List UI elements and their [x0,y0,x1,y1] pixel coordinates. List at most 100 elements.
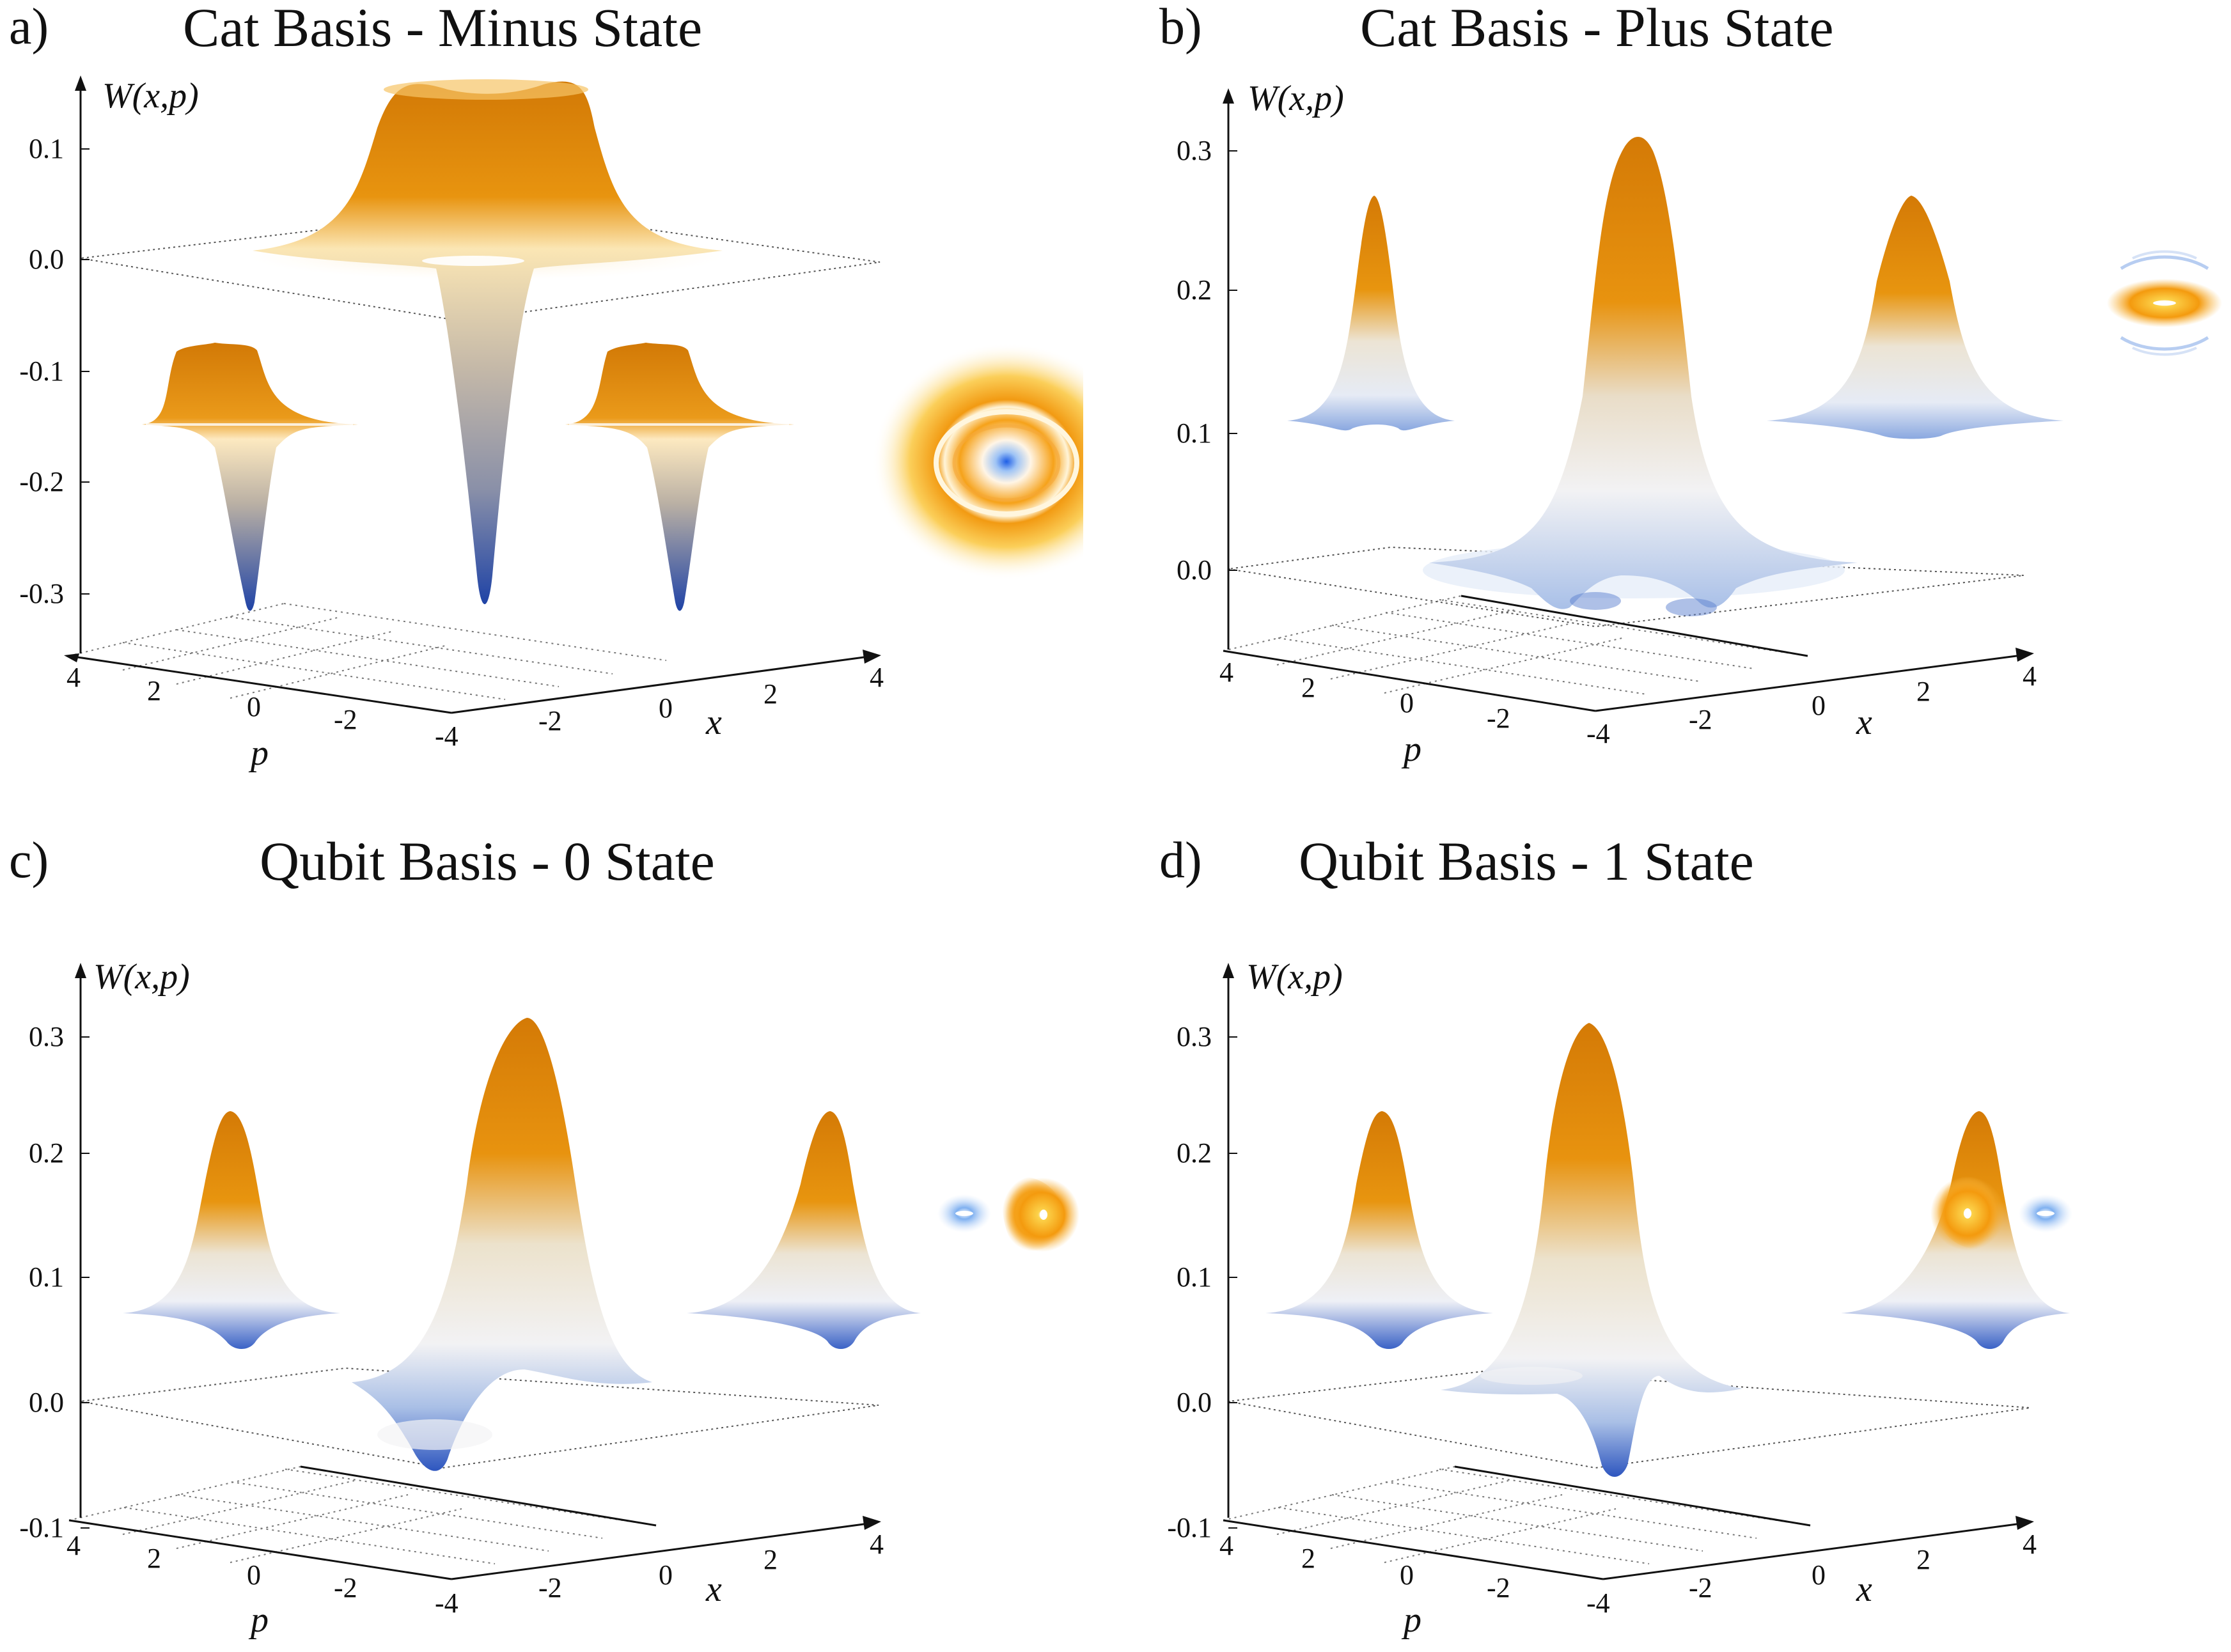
x-axis-label: x [1856,703,1872,742]
z-axis-arrow [75,75,86,91]
zero-plane [80,1367,879,1469]
x-tick-label: 4 [870,1529,884,1560]
p-tick-label: 0 [247,1559,261,1591]
z-tick-label: 0.3 [1177,1021,1212,1052]
p-tick-label: -4 [1586,1587,1610,1619]
z-tick-label: 0.2 [29,1137,64,1169]
z-axis-label: W(x,p) [93,957,190,997]
x-tick-label: 2 [1916,676,1930,707]
x-tick-label: -2 [1689,1572,1712,1603]
x-axis-arrow [863,1516,881,1530]
x-axis-label: x [705,703,722,742]
z-tick-marks [1228,1036,1237,1529]
p-tick-labels: 4 2 0 -2 -4 [1219,657,1610,749]
p-axis-label: p [248,733,269,773]
z-tick-label: -0.1 [1167,1512,1212,1543]
p-axis-label: p [1401,1600,1421,1640]
z-tick-labels: 0.1 0.0 -0.1 -0.2 -0.3 [19,133,64,609]
p-tick-labels: 4 2 0 -2 -4 [1219,1530,1610,1619]
p-tick-label: 2 [1301,1543,1315,1574]
wigner-surface [352,1018,652,1471]
wigner-surface [1441,1023,1742,1477]
x-tick-labels: -2 0 2 4 [1689,660,2037,735]
marginal-p [1287,196,1455,431]
z-tick-label: 0.0 [29,1387,64,1418]
z-axis-label: W(x,p) [102,76,199,116]
z-tick-label: -0.2 [19,466,64,497]
z-axis-label: W(x,p) [1248,79,1344,118]
z-axis-label: W(x,p) [1246,957,1343,997]
z-tick-label: 0.0 [1177,554,1212,586]
axes [1223,96,2027,712]
p-tick-label: -4 [435,1587,458,1619]
x-axis-arrow [2016,1516,2034,1530]
z-tick-label: -0.1 [19,355,64,387]
p-tick-label: 4 [1219,1530,1233,1561]
z-axis-arrow [1223,963,1234,978]
x-tick-label: 0 [1812,1559,1826,1591]
x-tick-label: 0 [659,1559,673,1591]
p-tick-label: -4 [1586,718,1610,749]
p-tick-labels: 4 2 0 -2 -4 [67,1530,458,1619]
p-tick-label: 2 [147,1543,161,1574]
z-tick-label: -0.1 [19,1512,64,1543]
marginal-p [1265,1111,1493,1349]
p-tick-label: -2 [1487,703,1510,734]
wigner-surface [1423,136,1858,616]
marginal-x [1767,196,2063,439]
wigner-surface [248,79,724,604]
panel-title: Cat Basis - Plus State [1360,0,1834,58]
p-tick-label: -2 [334,1572,357,1603]
p-tick-label: -2 [334,704,357,735]
x-tick-label: -2 [1689,704,1712,735]
z-tick-label: 0.2 [1177,1137,1212,1169]
p-axis-label: p [248,1600,269,1640]
panel-letter: d) [1159,832,1202,889]
x-tick-label: -2 [538,705,562,736]
x-tick-label: 2 [763,678,778,710]
z-tick-label: 0.1 [1177,417,1212,449]
panel-letter: a) [9,0,49,55]
panel-title: Qubit Basis - 1 State [1299,830,1754,892]
marginal-p [142,343,358,611]
z-tick-labels: 0.3 0.2 0.1 0.0 -0.1 [19,1021,64,1543]
x-tick-label: 4 [2023,660,2037,692]
panel-a: a) Cat Basis - Minus State [9,0,1083,773]
inset-density-map [937,1176,1079,1252]
x-tick-label: 2 [1916,1544,1930,1575]
z-tick-label: 0.1 [1177,1261,1212,1293]
panel-d: d) Qubit Basis - 1 State 0.3 0.2 0.1 [1159,830,2072,1640]
axes [1223,970,2027,1580]
x-tick-label: -2 [538,1572,562,1603]
zero-plane [80,207,881,322]
p-tick-label: 0 [1400,687,1414,719]
marginal-p [123,1111,340,1349]
x-axis-arrow [2016,648,2034,662]
x-tick-label: 0 [1812,690,1826,721]
p-tick-label: 4 [1219,657,1233,688]
panel-c: c) Qubit Basis - 0 State 0.3 0.2 0.1 [9,830,1079,1640]
p-tick-label: -2 [1487,1572,1510,1603]
z-tick-label: 0.1 [29,133,64,164]
x-tick-labels: -2 0 2 4 [538,662,884,736]
x-tick-label: 0 [659,692,673,724]
z-tick-label: 0.0 [29,244,64,275]
p-tick-labels: 4 2 0 -2 -4 [67,662,458,752]
z-tick-label: 0.2 [1177,274,1212,306]
marginal-x [687,1111,921,1349]
panel-title: Qubit Basis - 0 State [260,830,715,892]
marginal-x [565,343,794,611]
panel-title: Cat Basis - Minus State [183,0,702,58]
panel-b: b) Cat Basis - Plus State 0.3 0.2 0.1 [1159,0,2222,769]
p-tick-label: 4 [67,662,81,693]
z-tick-label: 0.3 [1177,135,1212,166]
x-axis-label: x [1856,1570,1872,1609]
x-tick-labels: -2 0 2 4 [1689,1529,2037,1603]
inset-density-map [872,343,1083,581]
panel-letter: b) [1159,0,1202,55]
p-tick-label: 2 [1301,672,1315,703]
panel-letter: c) [9,832,49,889]
x-tick-labels: -2 0 2 4 [538,1529,884,1603]
z-tick-labels: 0.3 0.2 0.1 0.0 -0.1 [1167,1021,1212,1543]
p-tick-label: 2 [147,675,161,706]
